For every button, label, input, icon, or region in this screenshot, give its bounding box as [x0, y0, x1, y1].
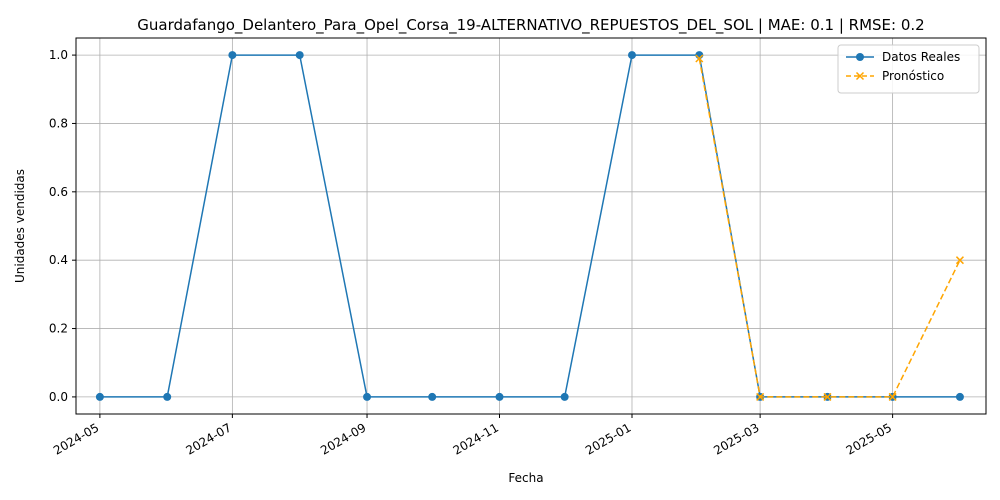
grid [76, 38, 986, 414]
forecast-point [823, 392, 832, 401]
y-tick-label: 0.6 [49, 185, 68, 199]
forecast-point [695, 54, 704, 63]
y-tick-label: 0.4 [49, 253, 68, 267]
data-point [295, 51, 304, 60]
chart-title: Guardafango_Delantero_Para_Opel_Corsa_19… [137, 16, 924, 35]
y-tick-label: 1.0 [49, 48, 68, 62]
y-tick-label: 0.8 [49, 116, 68, 130]
data-point [95, 392, 104, 401]
data-point [428, 392, 437, 401]
data-point [363, 392, 372, 401]
forecast-point [888, 392, 897, 401]
legend-label-datos-reales: Datos Reales [882, 50, 960, 64]
data-point [627, 51, 636, 60]
y-axis-label: Unidades vendidas [13, 169, 27, 283]
data-point [495, 392, 504, 401]
legend-label-pronostico: Pronóstico [882, 69, 944, 83]
data-point [228, 51, 237, 60]
legend-marker-datos-reales [856, 53, 864, 61]
y-tick-label: 0.2 [49, 322, 68, 336]
legend: Datos Reales Pronóstico [837, 44, 980, 94]
y-axis-ticks: 0.0 0.2 0.4 0.6 0.8 1.0 [49, 48, 76, 404]
series-layer [95, 51, 964, 401]
plot-frame [75, 37, 987, 415]
data-point [560, 392, 569, 401]
data-point [955, 392, 964, 401]
forecast-point [756, 392, 765, 401]
y-tick-label: 0.0 [49, 390, 68, 404]
data-point [163, 392, 172, 401]
x-axis-label: Fecha [508, 471, 543, 485]
forecast-point [955, 256, 964, 265]
series-line-1 [698, 58, 961, 398]
legend-marker-pronostico [855, 71, 865, 81]
